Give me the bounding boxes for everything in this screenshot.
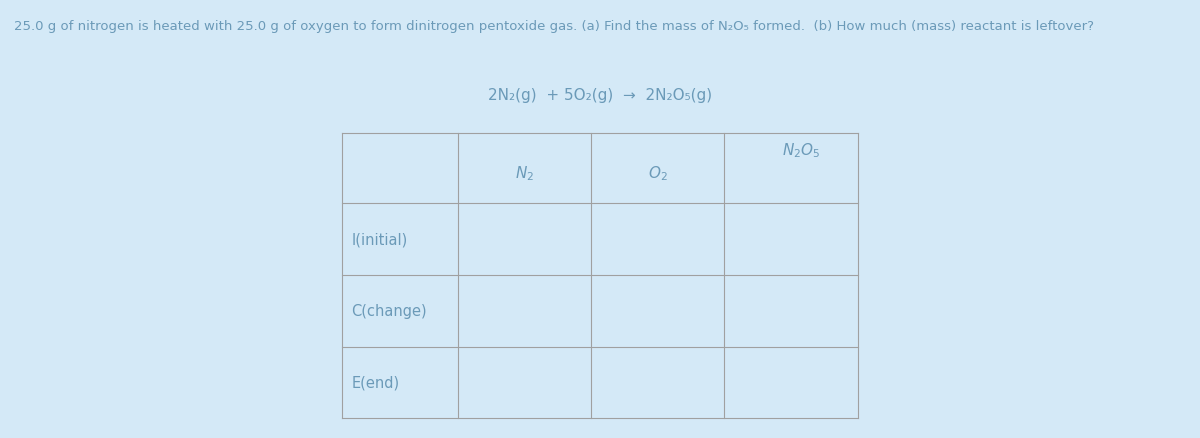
Text: $N_2O_5$: $N_2O_5$ bbox=[781, 141, 820, 160]
Text: I(initial): I(initial) bbox=[352, 232, 408, 247]
Text: 2N₂(g)  + 5O₂(g)  →  2N₂O₅(g): 2N₂(g) + 5O₂(g) → 2N₂O₅(g) bbox=[488, 88, 712, 102]
Text: $N_2$: $N_2$ bbox=[515, 163, 534, 182]
Text: E(end): E(end) bbox=[352, 375, 400, 390]
Text: C(change): C(change) bbox=[352, 304, 427, 318]
Text: $O_2$: $O_2$ bbox=[648, 163, 667, 182]
Text: 25.0 g of nitrogen is heated with 25.0 g of oxygen to form dinitrogen pentoxide : 25.0 g of nitrogen is heated with 25.0 g… bbox=[14, 20, 1094, 33]
